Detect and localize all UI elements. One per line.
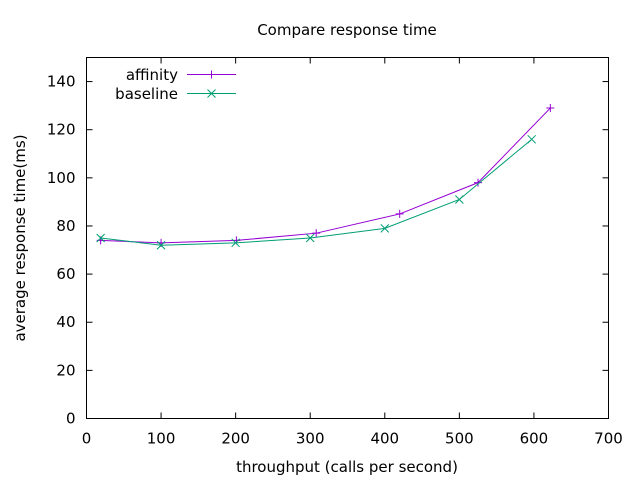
x-tick-label: 200 [221,430,250,448]
y-tick-label: 40 [56,313,75,331]
x-tick-label: 400 [370,430,399,448]
y-tick-label: 140 [47,73,76,91]
legend-marker-affinity [207,70,216,79]
legend-label-affinity: affinity [126,66,178,84]
affinity-line [100,107,551,244]
y-tick-label: 120 [47,121,76,139]
x-tick-label: 500 [445,430,474,448]
baseline-point [305,233,315,243]
y-tick-label: 20 [56,361,75,379]
baseline-point [455,195,464,204]
y-tick-label: 100 [47,169,76,187]
legend-label-baseline: baseline [115,85,178,103]
y-axis-label: average response time(ms) [11,134,29,341]
baseline-point [231,238,240,248]
x-tick-label: 700 [594,430,623,448]
x-tick-label: 300 [296,430,325,448]
legend-marker-baseline [207,89,216,98]
baseline-point [527,134,537,144]
y-tick-label: 60 [56,265,75,283]
affinity-point [474,178,482,187]
y-tick-label: 80 [56,217,75,235]
x-tick-label: 600 [520,430,549,448]
chart-title: Compare response time [257,21,437,39]
baseline-point [380,224,390,233]
x-axis-label: throughput (calls per second) [236,458,458,476]
y-tick-label: 0 [66,410,76,428]
baseline-point [96,233,106,243]
affinity-point [312,229,321,238]
affinity-point [546,104,555,113]
affinity-point [395,209,404,218]
x-tick-label: 0 [82,430,92,448]
baseline-point [156,240,166,250]
plot-frame [86,57,609,419]
x-tick-label: 100 [147,430,176,448]
